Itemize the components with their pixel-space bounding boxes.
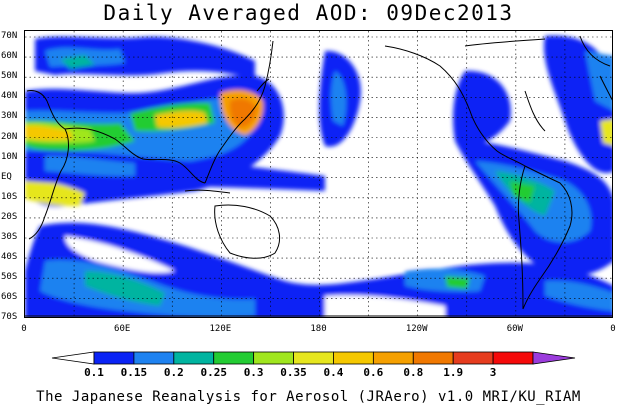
lat-tick-label: 30S (1, 232, 18, 242)
colorbar-swatch (412, 351, 454, 365)
lat-tick-label: 10N (1, 151, 18, 162)
lat-tick-label: 70N (1, 31, 18, 41)
aod-map-panel (24, 30, 613, 318)
colorbar-swatch (333, 351, 374, 365)
lon-tick-label: 120W (405, 324, 428, 334)
lon-tick-label: 60E (114, 324, 131, 334)
colorbar-level-label: 0.8 (403, 366, 424, 379)
aod-map (25, 31, 612, 317)
lat-tick-label: 60S (1, 292, 18, 303)
lat-tick-label: 20N (1, 131, 18, 142)
colorbar-swatch (133, 351, 175, 365)
colorbar-level-label: 0.35 (280, 366, 307, 379)
colorbar-swatch (372, 351, 414, 365)
lat-tick-label: 10S (1, 191, 18, 202)
colorbar-low-triangle (51, 351, 95, 365)
colorbar-level-label: 0.6 (363, 366, 384, 379)
lon-tick-label: 60W (506, 324, 523, 334)
colorbar-swatch (253, 351, 294, 365)
lat-tick-label: 50S (1, 272, 18, 283)
colorbar-swatch (93, 351, 135, 365)
colorbar-level-label: 0.1 (84, 366, 104, 379)
colorbar-swatch (452, 351, 494, 365)
lat-tick-label: 20S (1, 211, 18, 222)
lat-tick-label: 40S (1, 252, 18, 263)
lat-tick-label: 40N (1, 91, 18, 102)
colorbar-level-label: 0.15 (120, 366, 148, 379)
lat-lon-gridlines (25, 31, 612, 317)
colorbar-swatch (213, 351, 255, 365)
lat-tick-label: EQ (1, 171, 12, 182)
colorbar-level-label: 0.2 (163, 366, 184, 379)
aod-colorbar (51, 351, 576, 365)
colorbar-level-label: 1.9 (443, 366, 464, 379)
lon-tick-label: 0 (21, 324, 27, 334)
lat-tick-label: 30N (1, 111, 18, 122)
lat-tick-label: 60N (1, 51, 18, 62)
colorbar-swatch (492, 351, 534, 365)
colorbar-level-label: 0.4 (323, 366, 344, 379)
colorbar-level-label: 3 (489, 366, 497, 379)
lon-tick-label: 180 (310, 324, 327, 334)
colorbar-high-triangle (532, 351, 576, 365)
lat-tick-label: 70S (1, 312, 18, 323)
aod-field-layer (25, 35, 612, 317)
lon-tick-label: 0 (610, 324, 616, 334)
map-title: Daily Averaged AOD: 09Dec2013 (103, 1, 514, 25)
lat-tick-label: 50N (1, 71, 18, 82)
dataset-credit: The Japanese Reanalysis for Aerosol (JRA… (36, 389, 581, 405)
colorbar-swatch (293, 351, 334, 365)
lon-tick-label: 120E (209, 324, 232, 334)
colorbar-level-label: 0.25 (200, 366, 227, 379)
colorbar-swatch (173, 351, 215, 365)
colorbar-level-label: 0.3 (243, 366, 264, 379)
